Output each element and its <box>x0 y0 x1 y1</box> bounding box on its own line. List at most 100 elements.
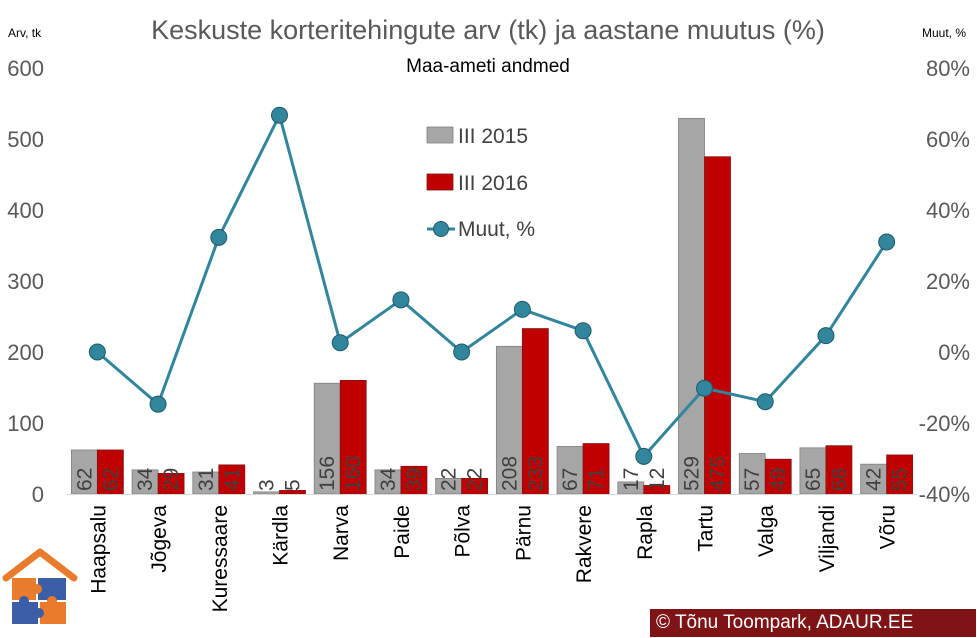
bar-2015-value-label: 529 <box>681 456 704 491</box>
bar-2016-value-label: 71 <box>585 468 608 491</box>
bar-2016-value-label: 39 <box>403 468 426 491</box>
category-label: Kärdla <box>270 505 293 566</box>
bar-2015-value-label: 62 <box>73 468 96 491</box>
bar-2015 <box>495 345 523 495</box>
bar-2016-value-label: 233 <box>524 456 547 491</box>
bar-2015-value-label: 34 <box>377 467 400 491</box>
bar-2015-value-label: 31 <box>195 468 218 491</box>
copyright-text: Tõnu Toompark, ADAUR.EE <box>674 612 914 633</box>
change-point <box>210 228 228 246</box>
change-point <box>271 106 288 124</box>
chart-title: Keskuste korteritehingute arv (tk) ja aa… <box>151 15 825 45</box>
change-point <box>392 291 410 309</box>
bar-2015-value-label: 156 <box>316 456 339 491</box>
y-left-tick-label: 600 <box>7 56 44 81</box>
puzzle-house-logo <box>2 548 78 624</box>
change-point <box>513 300 531 318</box>
bar-2015 <box>253 491 280 495</box>
y-left-tick-label: 200 <box>7 340 44 365</box>
bar-2016 <box>400 465 428 495</box>
category-label: Tartu <box>695 505 718 552</box>
change-line <box>96 113 888 458</box>
change-point <box>149 395 167 413</box>
legend-line-marker <box>433 221 449 237</box>
y-right-ticks: -40% -20% 0% 20% 40% 60% 80% <box>919 56 970 507</box>
y-left-tick-label: 300 <box>7 269 44 294</box>
bar-2016-value-label: 160 <box>342 456 365 491</box>
category-label: Võru <box>877 505 900 549</box>
bar-2016-value-label: 68 <box>828 468 851 491</box>
y-left-label: Arv, tk <box>8 26 42 40</box>
bar-2015-value-label: 17 <box>620 468 643 491</box>
legend-label-2016: III 2016 <box>458 172 528 195</box>
category-label: Narva <box>330 505 353 561</box>
category-labels: Haapsalu Jõgeva Kuressaare Kärdla Narva Paide… <box>87 505 899 613</box>
y-right-tick-label: 20% <box>926 269 970 294</box>
legend-swatch-2015 <box>426 126 454 144</box>
y-right-tick-label: 60% <box>926 127 970 152</box>
bar-2015-value-label: 42 <box>863 468 886 491</box>
change-point <box>88 343 106 361</box>
category-label: Paide <box>391 505 414 559</box>
category-label: Viljandi <box>816 505 839 572</box>
bar-2016 <box>339 379 367 495</box>
bar-2015-value-label: 3 <box>256 479 279 491</box>
bar-2015-value-label: 57 <box>741 468 764 491</box>
copyright-badge: © Tõnu Toompark, ADAUR.EE <box>650 609 976 637</box>
change-point <box>756 393 774 411</box>
bar-2016 <box>825 445 853 495</box>
copyright-symbol: © <box>656 612 670 633</box>
category-label: Valga <box>755 505 778 557</box>
change-point <box>696 379 713 397</box>
bar-2016 <box>764 458 792 495</box>
category-label: Põlva <box>452 505 475 558</box>
legend-swatch-2016 <box>426 173 454 191</box>
y-left-ticks: 0 100 200 300 400 500 600 <box>7 56 44 507</box>
bar-2016-value-label: 22 <box>464 468 487 491</box>
bar-2015-value-label: 34 <box>134 467 157 491</box>
change-point <box>574 322 592 340</box>
bar-2016 <box>521 328 549 495</box>
bar-2016-value-label: 475 <box>707 456 730 491</box>
y-left-tick-label: 500 <box>7 127 44 152</box>
change-point <box>878 233 896 251</box>
bar-2016-value-label: 12 <box>646 468 669 491</box>
bar-2016-value-label: 41 <box>221 468 244 491</box>
y-left-tick-label: 400 <box>7 198 44 223</box>
bar-2015-value-label: 208 <box>498 456 521 491</box>
bar-2016-value-label: 49 <box>767 468 790 491</box>
category-label: Jõgeva <box>148 505 171 573</box>
legend: III 2015 III 2016 Muut, % <box>426 125 535 241</box>
y-right-tick-label: 40% <box>926 198 970 223</box>
bar-2015 <box>678 118 705 495</box>
category-label: Haapsalu <box>87 505 110 594</box>
y-left-tick-label: 0 <box>32 482 44 507</box>
y-right-tick-label: -40% <box>919 482 970 507</box>
bar-2016-value-label: 5 <box>282 479 305 491</box>
change-line-series <box>88 106 896 465</box>
change-point <box>817 327 835 345</box>
bar-2015 <box>556 446 584 495</box>
bar-2016 <box>704 156 731 495</box>
y-right-tick-label: -20% <box>919 411 970 436</box>
bar-2016 <box>582 443 610 495</box>
bar-2015-value-label: 65 <box>802 468 825 491</box>
bars <box>70 118 914 495</box>
bar-2015-value-label: 22 <box>438 468 461 491</box>
bar-labels: 62 62 34 29 31 41 3 5 156 160 34 39 22 22 208 233 67 71 17… <box>73 456 911 491</box>
y-left-tick-label: 100 <box>7 411 44 436</box>
bar-2016-value-label: 29 <box>160 468 183 491</box>
change-point <box>635 447 653 465</box>
bar-2015 <box>70 449 98 495</box>
bar-2016-value-label: 62 <box>99 468 122 491</box>
chart-subtitle: Maa-ameti andmed <box>406 56 570 77</box>
bar-2015-value-label: 67 <box>559 468 582 491</box>
change-point <box>331 334 349 352</box>
category-label: Pärnu <box>512 505 535 561</box>
y-right-label: Muut, % <box>922 26 966 40</box>
category-label: Rapla <box>634 505 657 560</box>
y-right-tick-label: 80% <box>926 56 970 81</box>
legend-label-2015: III 2015 <box>458 125 528 148</box>
bar-2016 <box>886 454 914 495</box>
